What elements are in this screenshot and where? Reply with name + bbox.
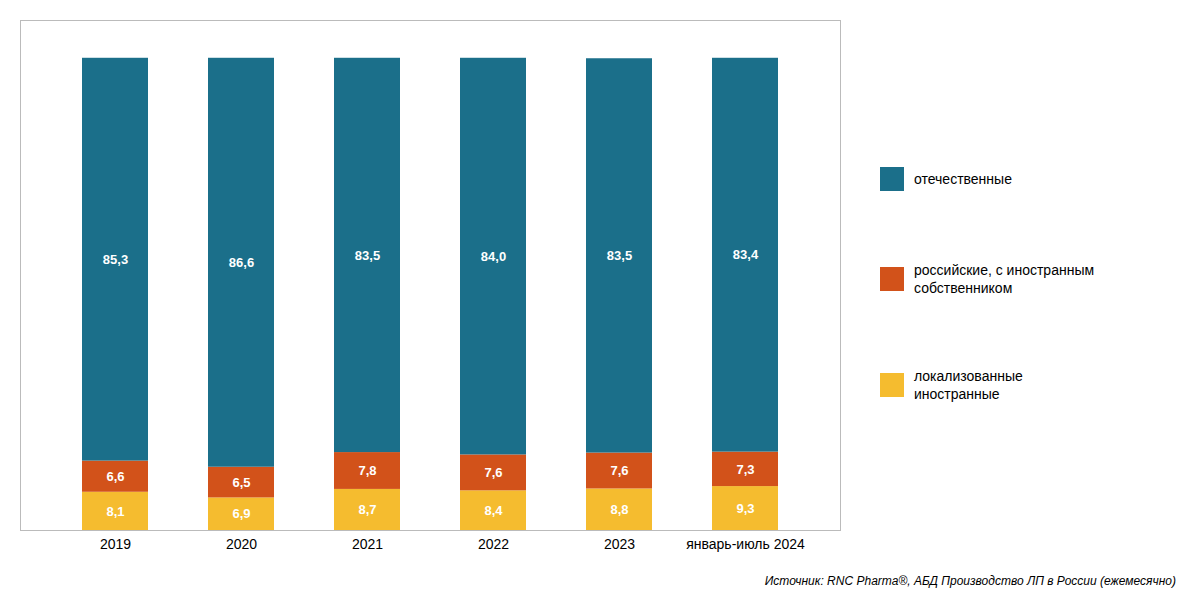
svg-text:83,5: 83,5 (355, 248, 380, 263)
svg-text:7,6: 7,6 (484, 465, 502, 480)
svg-text:7,3: 7,3 (736, 462, 754, 477)
svg-text:7,6: 7,6 (610, 463, 628, 478)
svg-text:6,6: 6,6 (106, 469, 124, 484)
svg-text:86,6: 86,6 (229, 255, 254, 270)
svg-text:9,3: 9,3 (736, 501, 754, 516)
svg-text:84,0: 84,0 (481, 249, 506, 264)
svg-text:8,1: 8,1 (106, 504, 124, 519)
svg-text:8,8: 8,8 (610, 502, 628, 517)
svg-text:6,5: 6,5 (232, 475, 250, 490)
html-text:российские, с иностранным собс: российские, с иностранным собственником (914, 261, 1095, 296)
svg-text:январь-июль 2024: январь-июль 2024 (686, 536, 805, 552)
svg-text:85,3: 85,3 (103, 252, 128, 267)
svg-text:2020: 2020 (226, 536, 257, 552)
svg-text:83,5: 83,5 (607, 248, 632, 263)
svg-text:6,9: 6,9 (232, 506, 250, 521)
html-text:Источник: RNC Pharma®, АБД Про: Источник: RNC Pharma®, АБД Производство … (764, 574, 1176, 588)
svg-text:7,8: 7,8 (358, 463, 376, 478)
svg-text:8,4: 8,4 (484, 503, 503, 518)
svg-text:8,7: 8,7 (358, 502, 376, 517)
html-text:отечественные: отечественные (914, 170, 1012, 187)
svg-text:83,4: 83,4 (733, 247, 759, 262)
svg-text:2021: 2021 (352, 536, 383, 552)
svg-text:2019: 2019 (100, 536, 131, 552)
html-text:локализованные иностранные: локализованные иностранные (914, 368, 1023, 403)
svg-text:2023: 2023 (604, 536, 635, 552)
svg-text:2022: 2022 (478, 536, 509, 552)
